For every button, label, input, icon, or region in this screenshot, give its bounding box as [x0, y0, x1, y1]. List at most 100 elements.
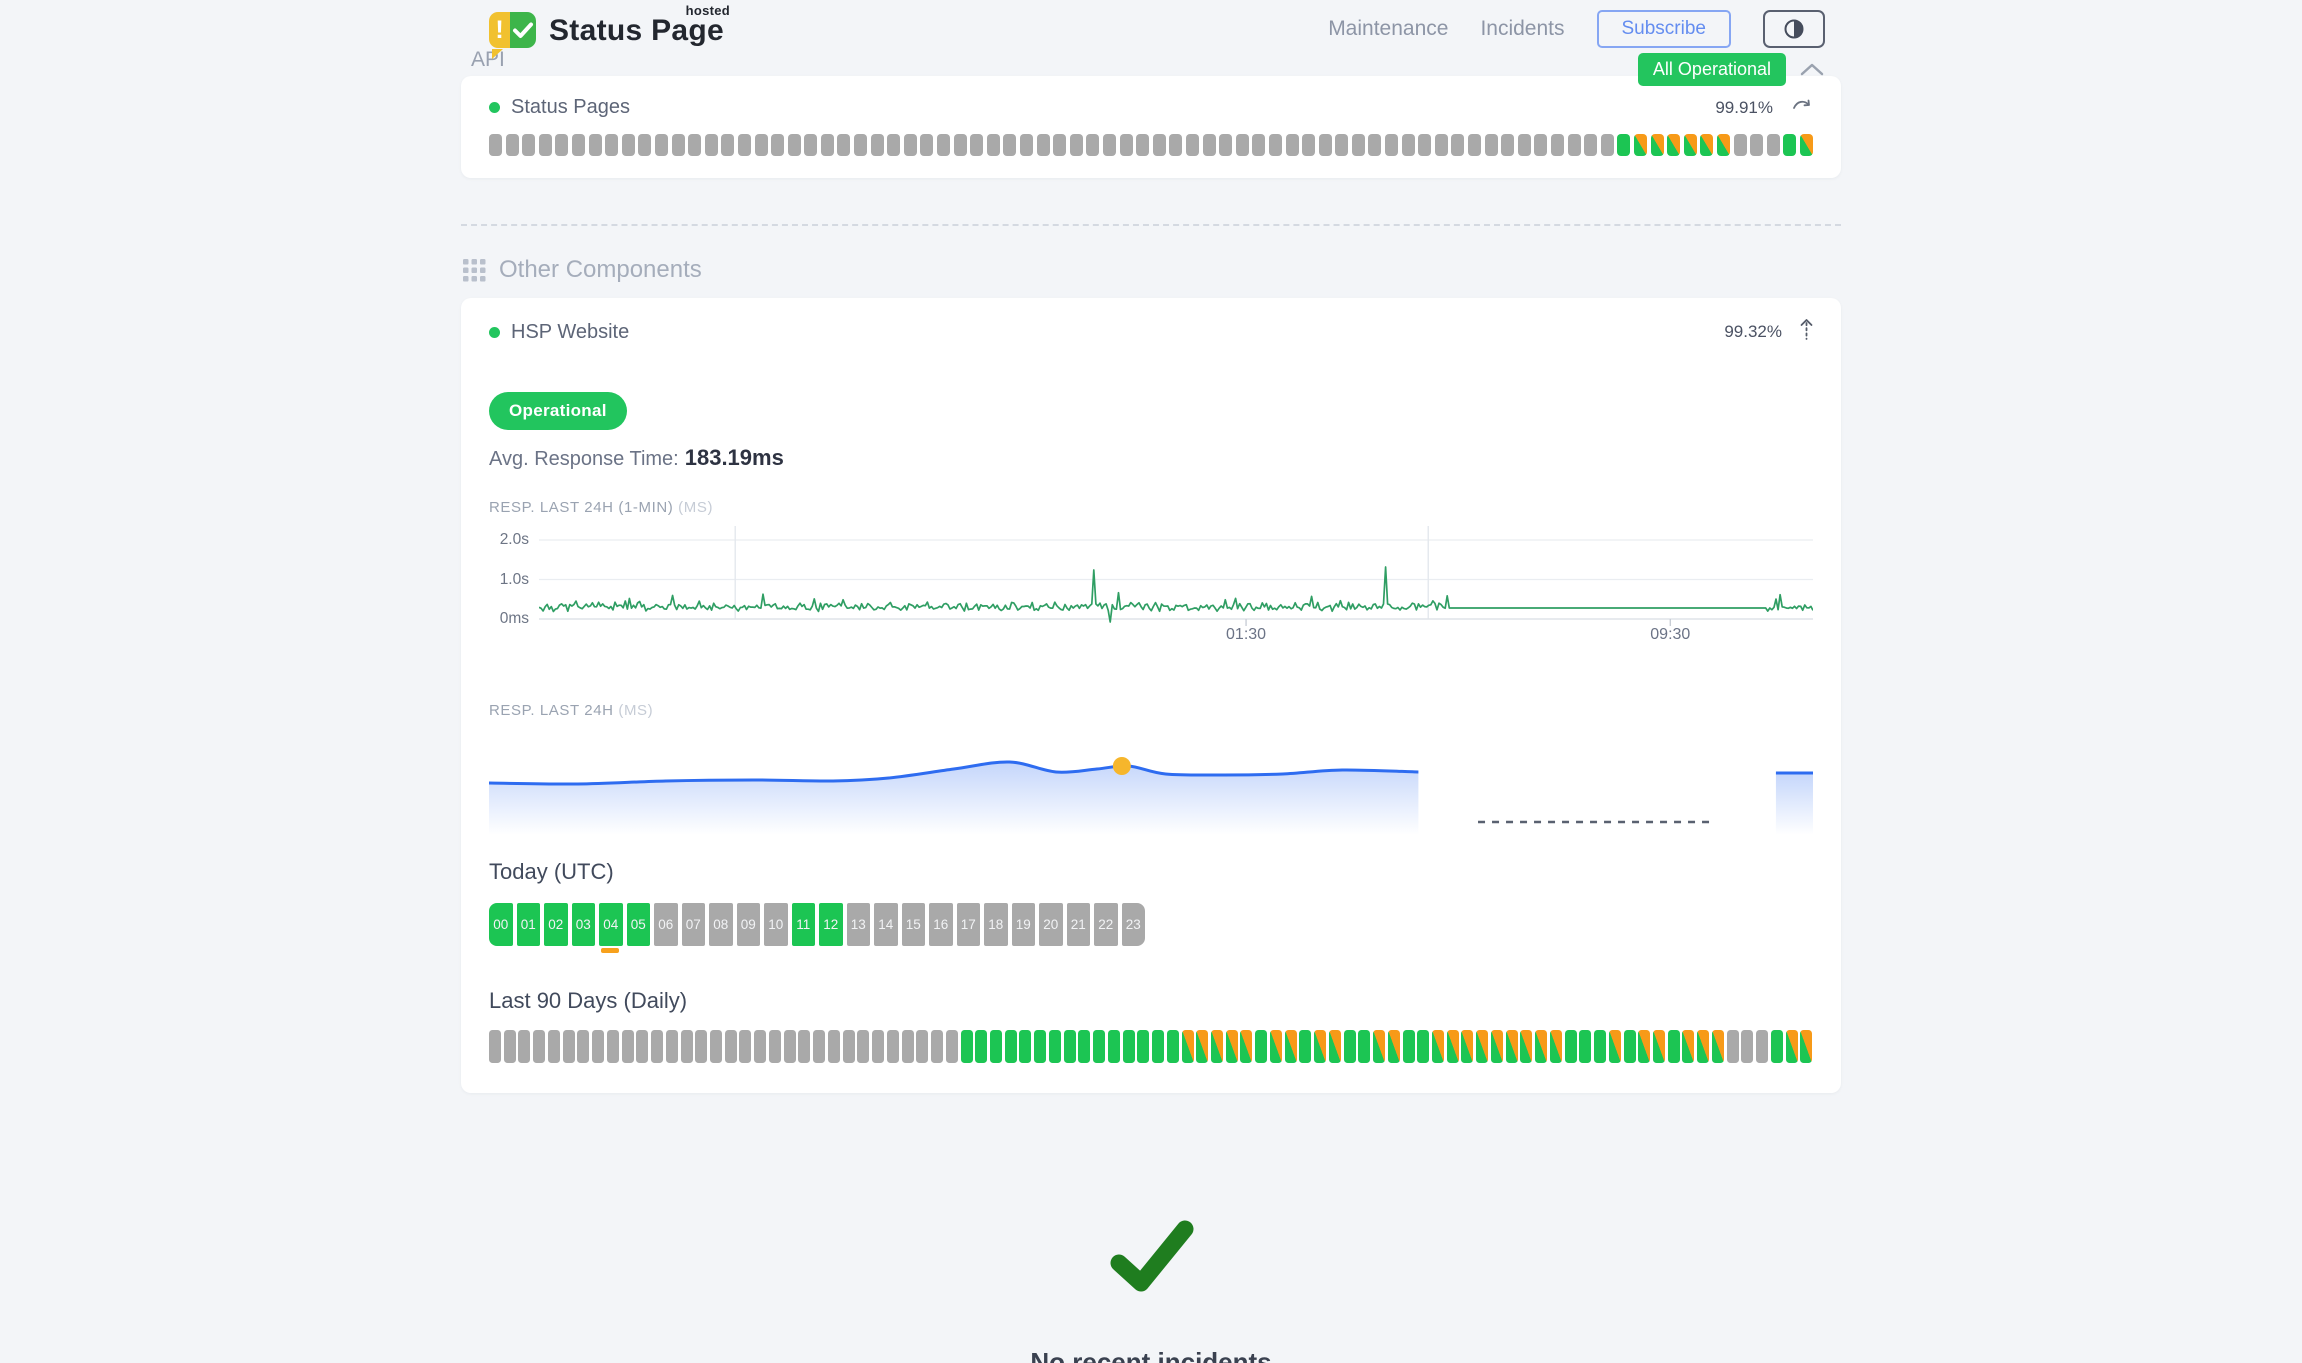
uptime-bar-degraded[interactable]: [1432, 1030, 1444, 1063]
hour-cell-14[interactable]: 14: [874, 903, 898, 946]
uptime-bar-operational[interactable]: [960, 1030, 973, 1063]
uptime-bar-degraded[interactable]: [1683, 134, 1697, 156]
uptime-bar-unknown[interactable]: [1219, 134, 1233, 156]
uptime-bar-degraded[interactable]: [1446, 1030, 1459, 1063]
hour-cell-06[interactable]: 06: [654, 903, 678, 946]
uptime-bar-degraded[interactable]: [1653, 1030, 1666, 1063]
uptime-bar-unknown[interactable]: [768, 1030, 781, 1063]
uptime-bar-unknown[interactable]: [737, 134, 751, 156]
uptime-bar-degraded[interactable]: [1700, 134, 1714, 156]
response-time-area-chart[interactable]: [488, 733, 1813, 835]
uptime-bar-unknown[interactable]: [1119, 134, 1133, 156]
hour-cell-16[interactable]: 16: [929, 903, 953, 946]
uptime-bar-unknown[interactable]: [1235, 134, 1249, 156]
uptime-bar-operational[interactable]: [975, 1030, 988, 1063]
uptime-bar-unknown[interactable]: [870, 134, 884, 156]
uptime-bar-unknown[interactable]: [854, 134, 868, 156]
uptime-bar-unknown[interactable]: [1020, 134, 1033, 156]
uptime-bar-unknown[interactable]: [665, 1030, 678, 1063]
uptime-bar-unknown[interactable]: [651, 1030, 664, 1063]
uptime-bar-degraded[interactable]: [1549, 1030, 1562, 1063]
trend-up-arrow-icon[interactable]: [1800, 318, 1813, 346]
uptime-bar-unknown[interactable]: [1741, 1030, 1754, 1063]
uptime-bar-degraded[interactable]: [1682, 1030, 1695, 1063]
uptime-bar-unknown[interactable]: [804, 134, 818, 156]
hour-cell-11[interactable]: 11: [791, 903, 815, 946]
uptime-bar-operational[interactable]: [1623, 1030, 1636, 1063]
hour-cell-17[interactable]: 17: [956, 903, 980, 946]
uptime-bar-unknown[interactable]: [1069, 134, 1083, 156]
uptime-bar-unknown[interactable]: [562, 1030, 575, 1063]
uptime-bar-operational[interactable]: [1402, 1030, 1415, 1063]
uptime-bar-degraded[interactable]: [1505, 1030, 1518, 1063]
uptime-bar-unknown[interactable]: [555, 134, 569, 156]
uptime-bar-degraded[interactable]: [1225, 1030, 1238, 1063]
uptime-bar-unknown[interactable]: [636, 1030, 649, 1063]
uptime-bar-unknown[interactable]: [986, 134, 1000, 156]
uptime-bar-operational[interactable]: [1034, 1030, 1047, 1063]
uptime-bar-unknown[interactable]: [1268, 134, 1282, 156]
uptime-bar-degraded[interactable]: [1387, 1030, 1400, 1063]
uptime-bar-degraded[interactable]: [1785, 1030, 1798, 1063]
uptime-bar-degraded[interactable]: [1476, 1030, 1489, 1063]
uptime-bar-unknown[interactable]: [937, 134, 951, 156]
uptime-bar-operational[interactable]: [1299, 1030, 1312, 1063]
hour-cell-01[interactable]: 01: [516, 903, 540, 946]
uptime-bar-unknown[interactable]: [1418, 134, 1432, 156]
uptime-bar-unknown[interactable]: [1385, 134, 1399, 156]
uptime-bar-degraded[interactable]: [1697, 1030, 1710, 1063]
uptime-bar-unknown[interactable]: [1136, 134, 1150, 156]
uptime-bar-unknown[interactable]: [916, 1030, 929, 1063]
uptime-bar-unknown[interactable]: [503, 1030, 516, 1063]
hour-cell-13[interactable]: 13: [846, 903, 870, 946]
subscribe-button[interactable]: Subscribe: [1596, 10, 1731, 48]
uptime-bar-unknown[interactable]: [592, 1030, 605, 1063]
uptime-bar-operational[interactable]: [1107, 1030, 1120, 1063]
uptime-bar-operational[interactable]: [1343, 1030, 1356, 1063]
uptime-bar-operational[interactable]: [1579, 1030, 1592, 1063]
uptime-bar-operational[interactable]: [1417, 1030, 1430, 1063]
uptime-bar-unknown[interactable]: [1202, 134, 1216, 156]
hour-cell-23[interactable]: 23: [1121, 903, 1145, 946]
uptime-bar-unknown[interactable]: [606, 1030, 619, 1063]
uptime-bar-unknown[interactable]: [688, 134, 702, 156]
uptime-bar-unknown[interactable]: [754, 1030, 767, 1063]
uptime-bar-unknown[interactable]: [1318, 134, 1332, 156]
uptime-bar-degraded[interactable]: [1181, 1030, 1194, 1063]
hour-cell-00[interactable]: 00: [489, 903, 513, 946]
uptime-bar-operational[interactable]: [1048, 1030, 1061, 1063]
uptime-bar-unknown[interactable]: [842, 1030, 855, 1063]
uptime-bar-unknown[interactable]: [739, 1030, 752, 1063]
uptime-bar-operational[interactable]: [1667, 1030, 1680, 1063]
nav-maintenance[interactable]: Maintenance: [1328, 17, 1449, 40]
uptime-bar-degraded[interactable]: [1638, 1030, 1651, 1063]
uptime-bar-degraded[interactable]: [1373, 1030, 1386, 1063]
uptime-bar-unknown[interactable]: [857, 1030, 870, 1063]
uptime-bar-unknown[interactable]: [680, 1030, 693, 1063]
uptime-bar-unknown[interactable]: [1468, 134, 1482, 156]
hour-cell-03[interactable]: 03: [571, 903, 595, 946]
uptime-bar-unknown[interactable]: [1003, 134, 1017, 156]
uptime-bar-degraded[interactable]: [1667, 134, 1681, 156]
hour-cell-09[interactable]: 09: [736, 903, 760, 946]
uptime-bar-unknown[interactable]: [945, 1030, 958, 1063]
uptime-bar-operational[interactable]: [1617, 134, 1631, 156]
uptime-bar-degraded[interactable]: [1461, 1030, 1474, 1063]
uptime-bar-unknown[interactable]: [903, 134, 917, 156]
uptime-bar-unknown[interactable]: [1185, 134, 1199, 156]
hour-cell-21[interactable]: 21: [1066, 903, 1090, 946]
uptime-bar-unknown[interactable]: [1567, 134, 1581, 156]
uptime-bar-operational[interactable]: [1019, 1030, 1032, 1063]
uptime-bar-unknown[interactable]: [827, 1030, 840, 1063]
uptime-bar-unknown[interactable]: [970, 134, 984, 156]
uptime-bar-unknown[interactable]: [1756, 1030, 1769, 1063]
uptime-bar-operational[interactable]: [1152, 1030, 1165, 1063]
uptime-bar-unknown[interactable]: [518, 1030, 531, 1063]
uptime-bar-unknown[interactable]: [820, 134, 834, 156]
uptime-bar-operational[interactable]: [1166, 1030, 1179, 1063]
uptime-bar-unknown[interactable]: [1401, 134, 1415, 156]
uptime-bar-degraded[interactable]: [1240, 1030, 1253, 1063]
uptime-bar-unknown[interactable]: [1551, 134, 1564, 156]
uptime-bar-operational[interactable]: [1004, 1030, 1017, 1063]
uptime-bar-unknown[interactable]: [1302, 134, 1316, 156]
